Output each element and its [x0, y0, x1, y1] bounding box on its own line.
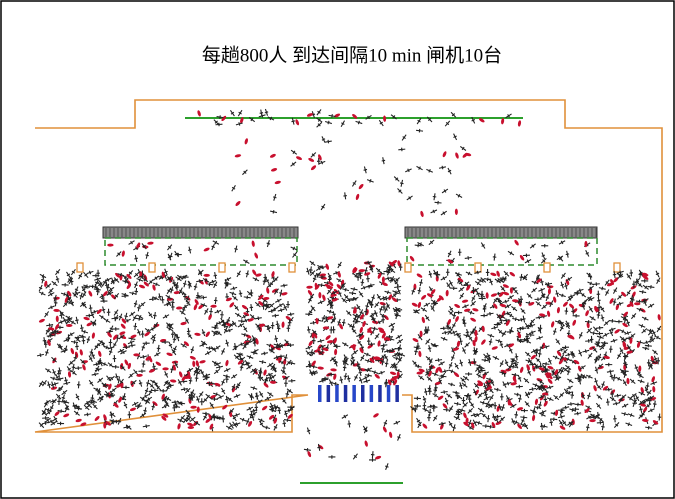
- gate: [335, 385, 339, 402]
- gate: [395, 385, 399, 402]
- post: [289, 263, 295, 272]
- gate: [387, 385, 391, 402]
- gate: [352, 385, 356, 402]
- gate: [327, 385, 331, 402]
- post: [614, 263, 620, 272]
- simulation-view: 每趟800人 到达间隔10 min 闸机10台: [0, 0, 675, 499]
- page: 每趟800人 到达间隔10 min 闸机10台 (() => { const d…: [0, 0, 675, 499]
- gate: [361, 385, 365, 402]
- gate: [344, 385, 348, 402]
- gate: [318, 385, 322, 402]
- post: [219, 263, 225, 272]
- post: [475, 263, 481, 272]
- post: [405, 263, 411, 272]
- gate: [378, 385, 382, 402]
- escalator-left: [103, 227, 298, 238]
- post: [77, 263, 83, 272]
- title: 每趟800人 到达间隔10 min 闸机10台: [202, 44, 502, 66]
- post: [544, 263, 550, 272]
- gate: [370, 385, 374, 402]
- passenger-red: [323, 326, 329, 329]
- post: [149, 263, 155, 272]
